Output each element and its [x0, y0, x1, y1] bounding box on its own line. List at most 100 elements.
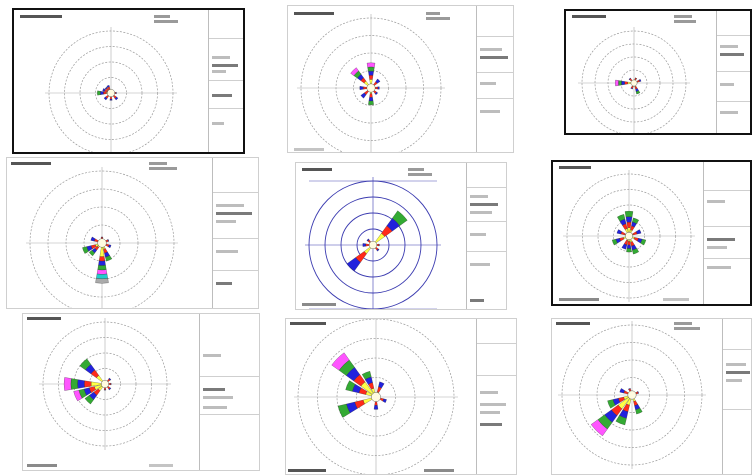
- thumb-7[interactable]: [22, 313, 260, 471]
- petal-band: [625, 216, 633, 223]
- calm-circle: [101, 380, 109, 388]
- wind-rose-8: [294, 319, 458, 474]
- petal-band: [635, 90, 641, 95]
- petal-band: [638, 79, 642, 82]
- petal-band: [90, 236, 96, 242]
- petal-band: [73, 390, 83, 402]
- petal-band: [621, 243, 628, 250]
- wind-rose-4: [26, 167, 178, 308]
- petal-band: [368, 75, 374, 80]
- petal-band: [374, 401, 378, 406]
- petal-band: [97, 265, 107, 271]
- petal-band: [70, 378, 79, 390]
- petal-band: [350, 67, 359, 76]
- petal-band: [95, 278, 109, 284]
- petal-band: [79, 358, 92, 371]
- petal-band: [590, 419, 608, 437]
- petal: [102, 244, 112, 262]
- petal-band: [630, 87, 633, 90]
- petal-band: [105, 255, 112, 262]
- petal: [63, 377, 104, 391]
- petal-band: [626, 244, 632, 249]
- petal: [373, 210, 408, 245]
- calm-circle: [366, 83, 376, 93]
- petal: [361, 371, 376, 396]
- wind-rose-9: [558, 321, 706, 469]
- thumb-5[interactable]: [295, 162, 507, 310]
- petal-band: [108, 377, 112, 381]
- calm-circle: [368, 240, 378, 250]
- petal-band: [103, 91, 107, 95]
- petal-band: [100, 91, 104, 95]
- thumb-4[interactable]: [6, 157, 259, 309]
- petal: [366, 62, 376, 87]
- petal-band: [337, 403, 351, 418]
- thumb-3[interactable]: [564, 9, 752, 135]
- petal-band: [369, 93, 373, 98]
- thumb-9[interactable]: [551, 318, 752, 475]
- petal-band: [616, 229, 623, 235]
- petal-band: [367, 66, 375, 72]
- petal-band: [607, 399, 616, 409]
- thumb-8[interactable]: [285, 318, 517, 475]
- petal-band: [628, 388, 631, 390]
- petal: [73, 384, 104, 402]
- petal-band: [376, 243, 380, 247]
- petal-band: [621, 80, 625, 86]
- petal-band: [635, 407, 643, 415]
- petal-band: [96, 269, 108, 275]
- calm-circle: [630, 79, 638, 87]
- thumb-1[interactable]: [12, 8, 245, 154]
- petal-band: [345, 380, 356, 392]
- petal-band: [360, 92, 367, 99]
- petal: [345, 380, 375, 397]
- petal-band: [107, 239, 110, 242]
- wind-rose-1: [45, 27, 177, 152]
- petal-band: [98, 260, 106, 266]
- calm-circle: [107, 89, 115, 97]
- wind-rose-5: [305, 177, 441, 309]
- petal: [629, 217, 639, 235]
- petal-band: [108, 387, 112, 391]
- petal-band: [103, 96, 108, 101]
- wind-rose-3: [578, 27, 690, 133]
- petal: [617, 214, 629, 235]
- petal-band: [346, 257, 361, 272]
- petal: [346, 245, 373, 272]
- calm-circle: [371, 392, 381, 402]
- wind-rose-2: [297, 14, 445, 152]
- petal-band: [331, 352, 350, 371]
- petal-band: [627, 241, 631, 246]
- petal-band: [108, 382, 111, 386]
- petal: [95, 244, 109, 284]
- petal-band: [377, 86, 380, 90]
- petal: [616, 229, 628, 236]
- petal: [624, 211, 634, 235]
- petal: [632, 396, 643, 415]
- petal-band: [102, 88, 106, 92]
- petal-band: [114, 96, 119, 101]
- petal-band: [109, 99, 113, 101]
- petal-band: [378, 381, 385, 389]
- petal-band: [365, 243, 370, 247]
- petal: [331, 352, 375, 396]
- petal-band: [361, 371, 372, 380]
- petal-band: [374, 86, 379, 90]
- petal-band: [97, 90, 101, 96]
- petal-band: [624, 81, 628, 85]
- petal-band: [82, 246, 89, 254]
- petal: [615, 79, 633, 87]
- petal-band: [98, 256, 106, 262]
- petal-band: [366, 62, 376, 68]
- petal-band: [619, 388, 625, 394]
- petal-band: [626, 248, 632, 253]
- thumb-6[interactable]: [551, 160, 752, 306]
- petal-band: [368, 70, 374, 76]
- thumb-2[interactable]: [287, 5, 514, 153]
- petal-band: [109, 96, 113, 100]
- petal-band: [632, 217, 639, 224]
- calm-circle: [97, 238, 107, 248]
- petal-band: [96, 273, 108, 279]
- petal-band: [84, 380, 92, 388]
- petal: [337, 397, 375, 418]
